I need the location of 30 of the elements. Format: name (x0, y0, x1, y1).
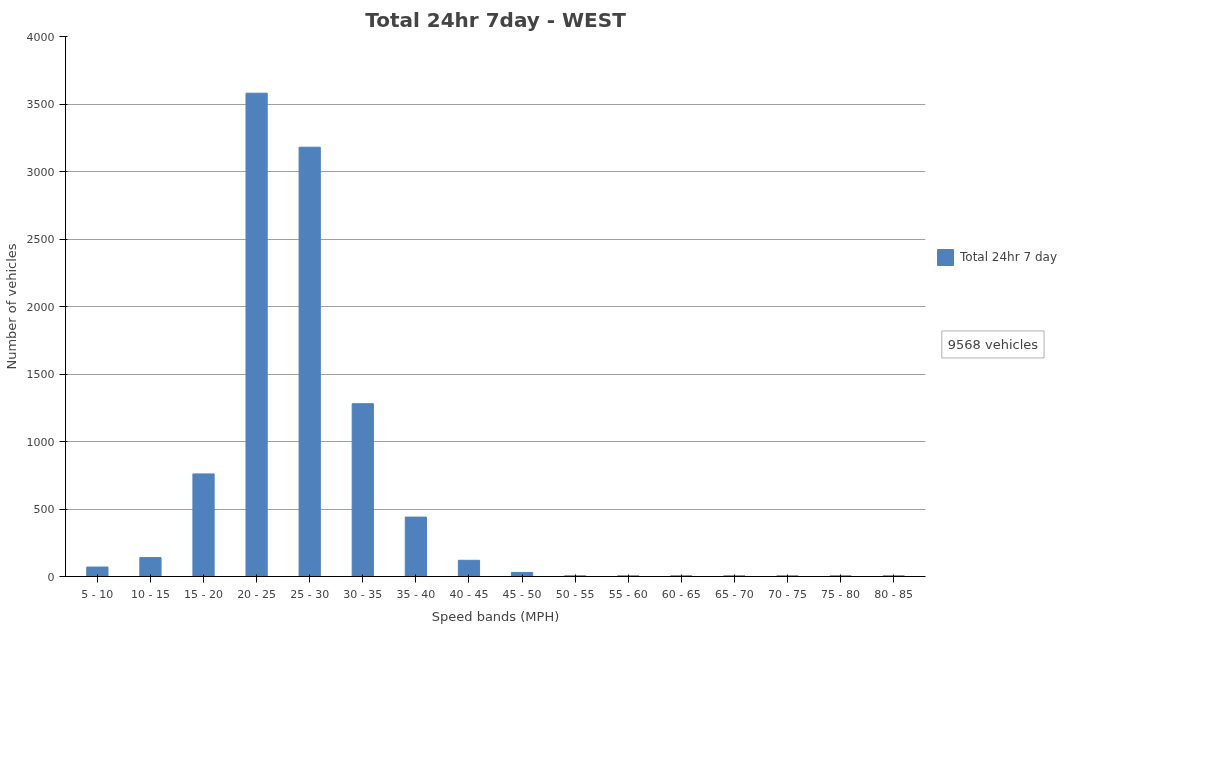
x-tick-label: 80 - 85 (874, 587, 914, 601)
x-tick-label: 30 - 35 (343, 587, 383, 601)
y-axis-title: Number of vehicles (3, 243, 19, 370)
y-tick-label: 3000 (26, 165, 55, 179)
y-tick-label: 3500 (26, 98, 55, 111)
text: 9568 vehicles (947, 336, 1039, 352)
x-tick-label: 40 - 45 (449, 587, 489, 601)
x-tick-label: 55 - 60 (608, 587, 648, 601)
chart-title: Total 24hr 7day - WEST (365, 7, 627, 32)
y-tick-label: 1000 (26, 435, 55, 449)
x-tick-label: 10 - 15 (130, 587, 170, 601)
x-tick-label: 75 - 80 (821, 587, 861, 601)
x-tick-label: 35 - 40 (396, 587, 436, 601)
y-tick-label: 2000 (26, 300, 55, 314)
x-tick-label: 65 - 70 (714, 587, 754, 601)
y-tick-label: 500 (33, 503, 55, 516)
x-tick-label: 25 - 30 (290, 587, 330, 601)
x-tick-label: 60 - 65 (661, 587, 701, 601)
x-tick-label: 5 - 10 (81, 587, 114, 601)
y-tick-label: 2500 (26, 233, 55, 246)
y-tick-label: 0 (47, 570, 55, 584)
legend-label: Total 24hr 7 day (960, 250, 1057, 264)
x-tick-label: 15 - 20 (184, 587, 224, 601)
x-axis-title: Speed bands (MPH) (431, 608, 560, 624)
x-tick-label: 20 - 25 (237, 587, 277, 601)
x-tick-label: 50 - 55 (555, 587, 595, 601)
y-tick-label: 4000 (26, 30, 55, 44)
x-tick-label: 70 - 75 (768, 587, 807, 601)
x-tick-label: 45 - 50 (502, 587, 542, 601)
y-tick-label: 1500 (26, 368, 55, 381)
